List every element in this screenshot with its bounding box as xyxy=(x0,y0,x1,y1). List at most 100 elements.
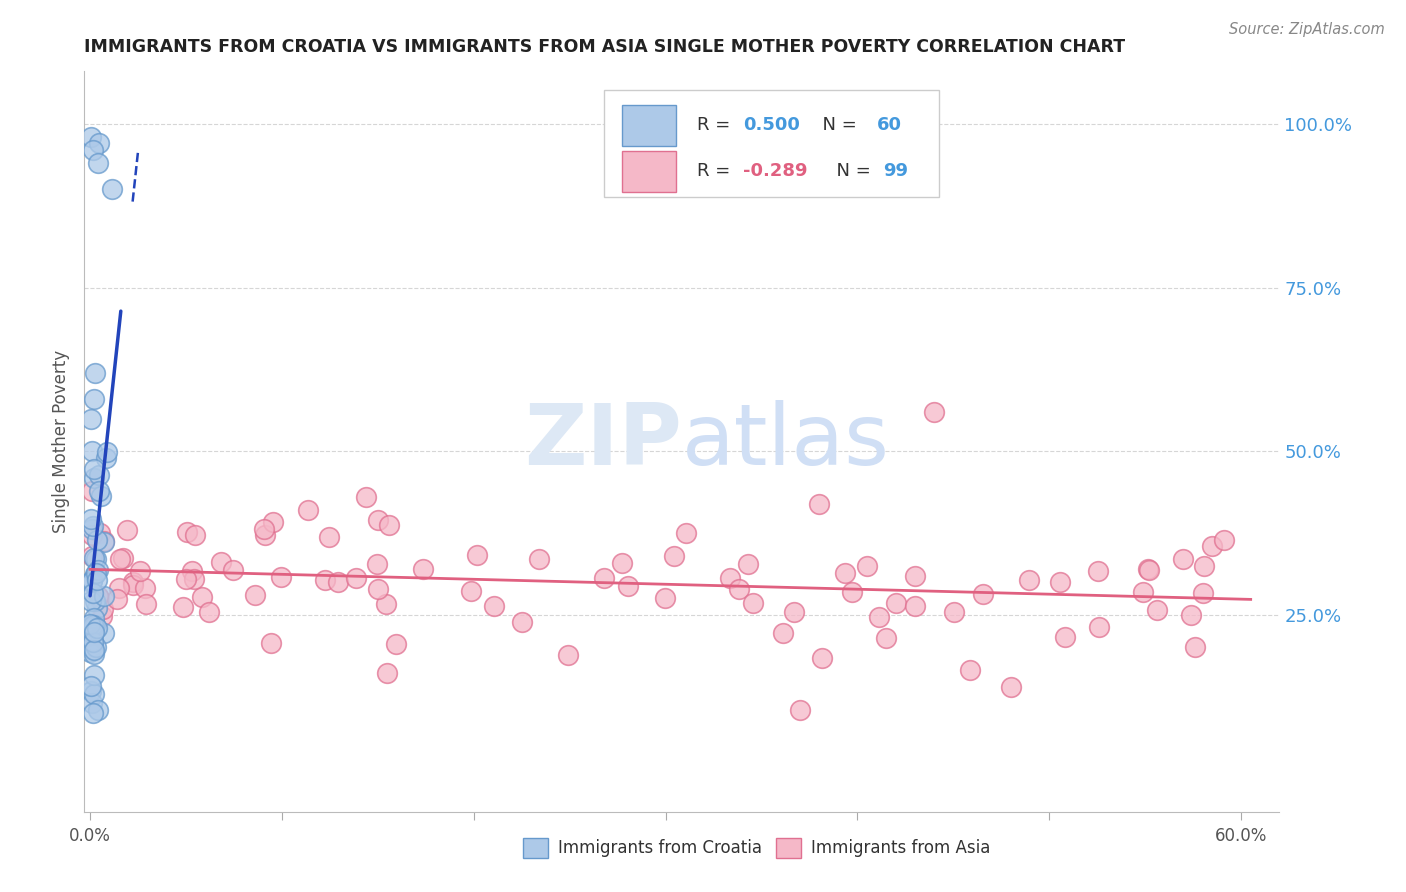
Point xyxy=(80,574,103,588)
Point xyxy=(180,564,202,578)
Point xyxy=(174,572,197,586)
Point xyxy=(80,640,103,655)
Point xyxy=(87,484,110,499)
Point xyxy=(87,591,110,605)
Point xyxy=(209,555,232,569)
Point xyxy=(105,592,128,607)
Point xyxy=(367,513,389,527)
Point xyxy=(89,526,111,541)
Point xyxy=(1146,602,1168,616)
Point xyxy=(742,596,765,610)
Y-axis label: Single Mother Poverty: Single Mother Poverty xyxy=(52,350,70,533)
Point xyxy=(412,562,434,576)
Point xyxy=(904,568,927,582)
Point xyxy=(375,666,398,681)
Point xyxy=(1173,552,1195,566)
Text: R =: R = xyxy=(697,162,737,180)
Point xyxy=(111,550,134,565)
Point xyxy=(904,599,927,613)
Point xyxy=(87,136,110,151)
Point xyxy=(834,566,856,580)
Point xyxy=(245,588,267,602)
Point xyxy=(82,634,104,648)
Point xyxy=(82,627,104,641)
Point xyxy=(96,445,118,459)
Point xyxy=(557,648,579,663)
Point xyxy=(782,605,804,619)
Point xyxy=(79,645,101,659)
Text: Immigrants from Croatia: Immigrants from Croatia xyxy=(558,839,762,857)
Point xyxy=(718,570,741,584)
Point xyxy=(80,594,103,608)
Point xyxy=(811,651,834,665)
Point xyxy=(191,590,214,604)
Text: R =: R = xyxy=(697,117,737,135)
Point xyxy=(83,366,105,380)
Point xyxy=(82,634,104,648)
Point xyxy=(83,550,105,565)
Point xyxy=(378,518,401,533)
Point xyxy=(375,598,398,612)
Point xyxy=(728,582,751,596)
Point xyxy=(270,570,292,584)
Point xyxy=(83,618,105,632)
Point xyxy=(1213,533,1236,547)
Point xyxy=(1137,562,1160,576)
Point xyxy=(91,602,114,616)
Point xyxy=(86,573,108,587)
Point xyxy=(772,625,794,640)
Point xyxy=(198,605,221,619)
Point xyxy=(1018,574,1040,588)
Point xyxy=(922,405,945,419)
Point xyxy=(80,444,103,458)
Point xyxy=(122,574,145,589)
Point xyxy=(183,572,205,586)
Point xyxy=(86,621,108,635)
Point xyxy=(101,182,124,196)
Point xyxy=(789,703,811,717)
Point xyxy=(79,411,101,425)
Point xyxy=(172,599,194,614)
Point xyxy=(510,615,533,630)
Point xyxy=(527,551,550,566)
FancyBboxPatch shape xyxy=(605,90,939,197)
Point xyxy=(80,483,103,498)
Point xyxy=(959,663,981,677)
Text: IMMIGRANTS FROM CROATIA VS IMMIGRANTS FROM ASIA SINGLE MOTHER POVERTY CORRELATIO: IMMIGRANTS FROM CROATIA VS IMMIGRANTS FR… xyxy=(84,38,1125,56)
Point xyxy=(875,631,897,645)
Point xyxy=(82,518,104,533)
Point xyxy=(86,156,108,170)
Point xyxy=(82,573,104,587)
Point xyxy=(82,617,104,632)
Point xyxy=(1180,607,1202,622)
Point xyxy=(367,582,389,597)
Point xyxy=(886,596,908,610)
Point xyxy=(79,684,101,698)
Point xyxy=(84,640,107,655)
Point xyxy=(83,392,105,406)
Point xyxy=(79,512,101,526)
Point xyxy=(80,549,103,563)
Point xyxy=(344,571,367,585)
Point xyxy=(83,611,105,625)
Point xyxy=(82,143,104,157)
Point xyxy=(93,589,115,603)
Point xyxy=(83,643,105,657)
Point xyxy=(297,503,319,517)
Point xyxy=(87,703,110,717)
Point xyxy=(86,533,108,548)
Point xyxy=(84,593,107,607)
Point xyxy=(1192,558,1215,573)
Point xyxy=(465,548,488,562)
Text: 0.500: 0.500 xyxy=(742,117,800,135)
Point xyxy=(83,470,105,484)
Point xyxy=(94,450,117,465)
Point xyxy=(87,589,110,603)
Point xyxy=(93,535,115,549)
Point xyxy=(1054,630,1077,644)
Point xyxy=(616,579,638,593)
Point xyxy=(84,566,107,581)
Point xyxy=(122,578,145,592)
Point xyxy=(1137,563,1160,577)
Point xyxy=(83,687,105,701)
